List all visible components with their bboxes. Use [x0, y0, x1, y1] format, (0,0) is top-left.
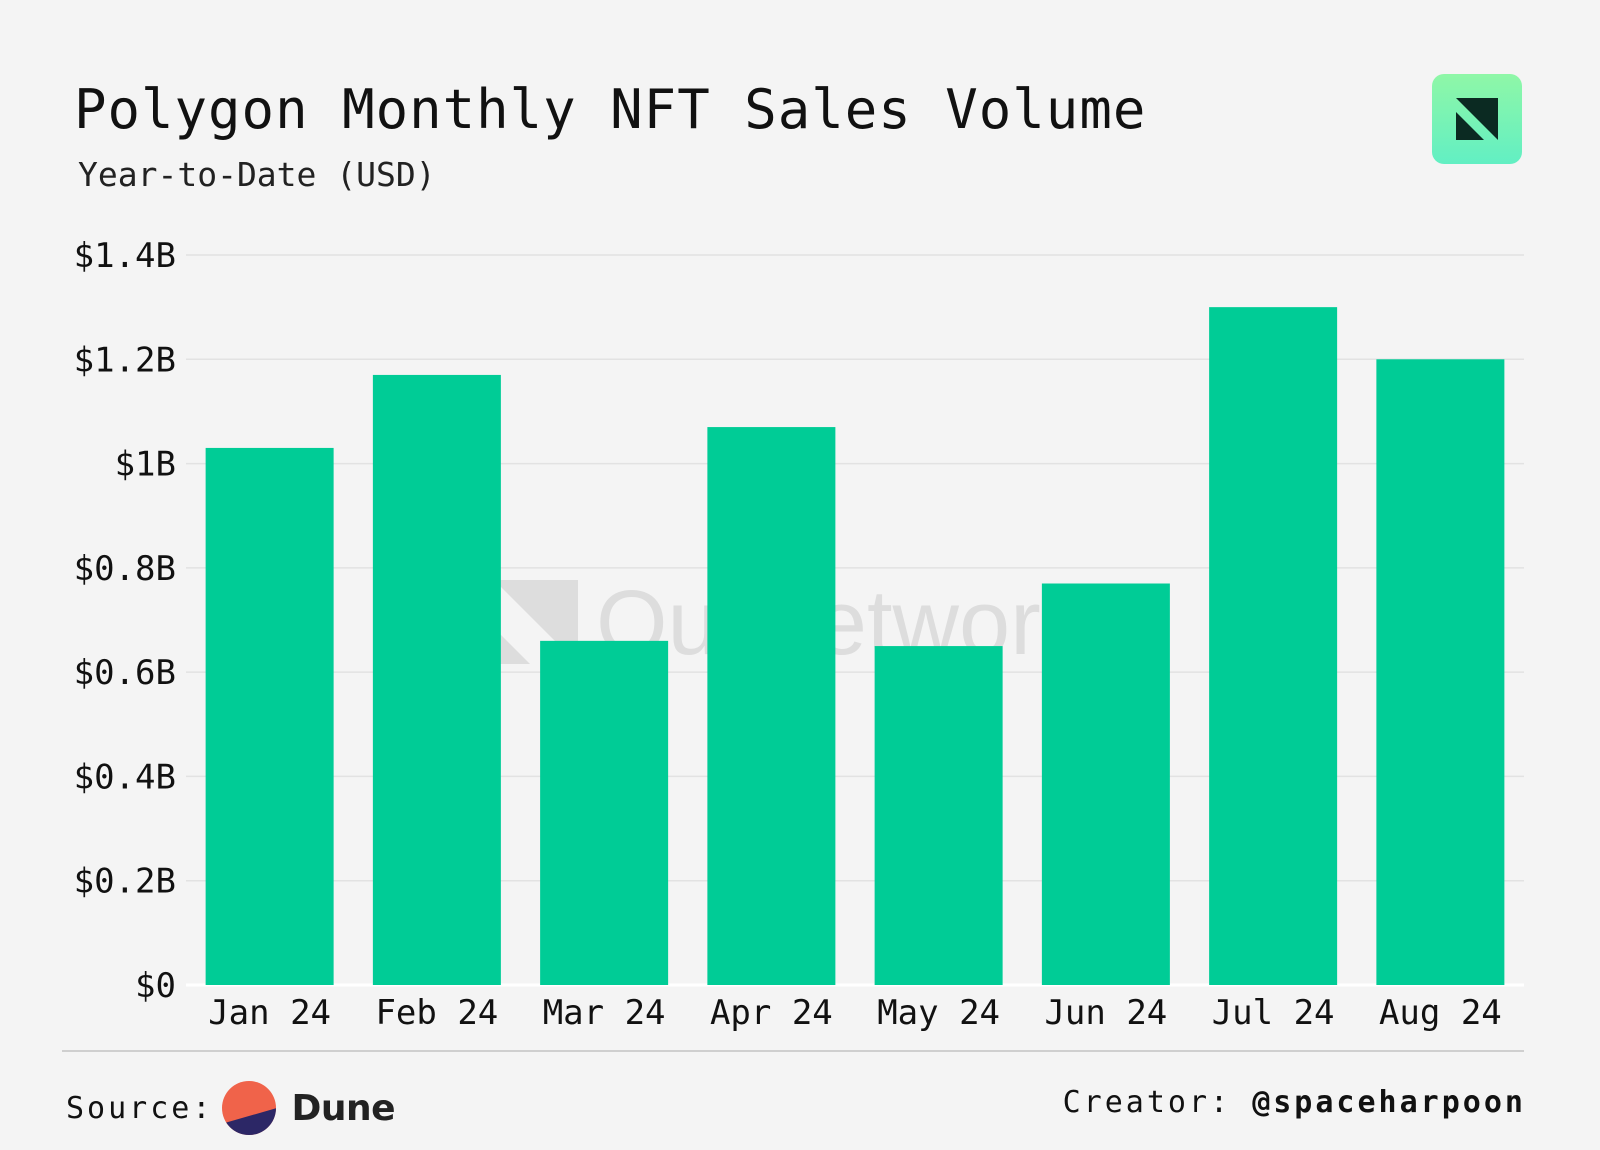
- watermark-logo-icon-lower: [494, 628, 530, 664]
- bar-mar-24: [540, 640, 669, 985]
- bar-apr-24: [707, 427, 836, 986]
- chart-subtitle: Year-to-Date (USD): [78, 155, 436, 194]
- source-label: Source:: [66, 1090, 214, 1126]
- y-tick-label: $0: [135, 966, 176, 1006]
- x-tick-label: Jun 24: [1044, 993, 1167, 1033]
- ournetwork-logo-icon: [1456, 98, 1498, 140]
- x-tick-label: Jul 24: [1212, 993, 1335, 1033]
- creator-label: Creator:: [1062, 1085, 1232, 1120]
- x-tick-label: May 24: [877, 993, 1000, 1033]
- y-tick-label: $0.2B: [74, 862, 176, 902]
- y-tick-label: $0.8B: [74, 549, 176, 589]
- x-tick-label: Aug 24: [1379, 993, 1502, 1033]
- creator-attribution: Creator: @spaceharpoon: [1063, 1085, 1526, 1120]
- bar-aug-24: [1376, 359, 1505, 985]
- y-tick-label: $1B: [115, 445, 176, 485]
- x-tick-label: Feb 24: [375, 993, 498, 1033]
- source-name: Dune: [291, 1087, 395, 1129]
- source-attribution: Source: Dune: [66, 1080, 395, 1136]
- bar-feb-24: [372, 374, 501, 985]
- chart-title: Polygon Monthly NFT Sales Volume: [74, 78, 1147, 141]
- bar-jan-24: [205, 447, 334, 985]
- ournetwork-logo: [1432, 74, 1522, 164]
- y-tick-label: $1.4B: [74, 236, 176, 276]
- x-tick-label: Jan 24: [208, 993, 331, 1033]
- x-tick-label: Mar 24: [543, 993, 666, 1033]
- bar-jul-24: [1209, 307, 1338, 986]
- bar-chart: OurNetwork $0 $0.2B $0.4B $0.6B $0.8B $1B $1.2…: [74, 236, 1524, 1033]
- x-tick-label: Apr 24: [710, 993, 833, 1033]
- footer-divider: [62, 1050, 1524, 1052]
- watermark-text: OurNetwork: [596, 572, 1088, 674]
- y-tick-label: $0.6B: [74, 653, 176, 693]
- bar-jun-24: [1041, 583, 1170, 985]
- dune-logo-icon: [222, 1081, 277, 1135]
- bar-may-24: [874, 646, 1003, 985]
- y-tick-label: $0.4B: [74, 757, 176, 797]
- creator-handle: @spaceharpoon: [1252, 1085, 1526, 1120]
- y-tick-label: $1.2B: [74, 340, 176, 380]
